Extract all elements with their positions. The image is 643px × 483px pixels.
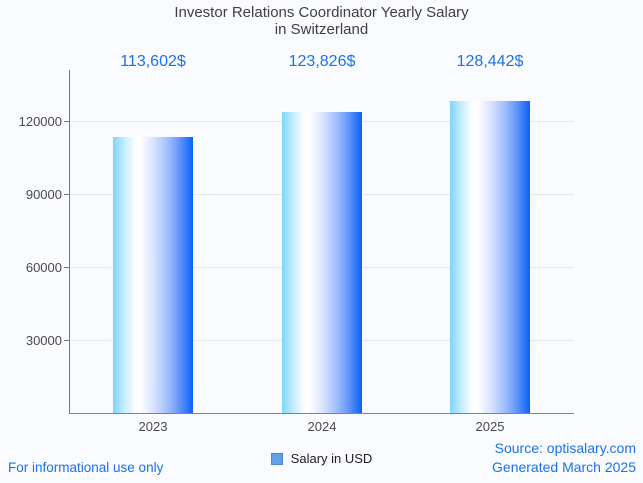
y-axis-tick-90000 [64, 194, 69, 195]
y-axis-tick-60000 [64, 267, 69, 268]
value-label-2025: 128,442$ [456, 53, 524, 70]
chart-title-line2: in Switzerland [274, 21, 369, 38]
y-axis-label-120000: 120000 [18, 114, 62, 129]
y-axis-line [69, 70, 70, 413]
value-label-2024: 123,826$ [288, 53, 356, 70]
x-axis-line [69, 413, 574, 414]
chart-title-line1: Investor Relations Coordinator Yearly Sa… [174, 4, 469, 21]
y-axis-label-90000: 90000 [25, 187, 62, 202]
legend: Salary in USD [0, 451, 643, 466]
x-axis-label-2025: 2025 [475, 419, 505, 434]
footer-source-line: Source: optisalary.com [494, 440, 636, 456]
legend-swatch-icon [270, 452, 283, 465]
footer-source: Source: optisalary.com Generated March 2… [492, 439, 636, 477]
footer-disclaimer: For informational use only [8, 460, 164, 475]
chart-title: Investor Relations Coordinator Yearly Sa… [0, 4, 643, 38]
value-label-2023: 113,602$ [120, 53, 186, 70]
y-axis-tick-120000 [64, 121, 69, 122]
bar-2025 [450, 101, 530, 413]
bar-2023 [113, 137, 193, 413]
y-axis-label-30000: 30000 [25, 333, 62, 348]
y-axis-tick-30000 [64, 340, 69, 341]
footer-generated-line: Generated March 2025 [492, 459, 636, 475]
bar-2024 [282, 112, 362, 413]
x-axis-label-2024: 2024 [307, 419, 337, 434]
legend-label: Salary in USD [290, 451, 373, 466]
y-axis-label-60000: 60000 [25, 260, 62, 275]
x-axis-label-2023: 2023 [138, 419, 168, 434]
